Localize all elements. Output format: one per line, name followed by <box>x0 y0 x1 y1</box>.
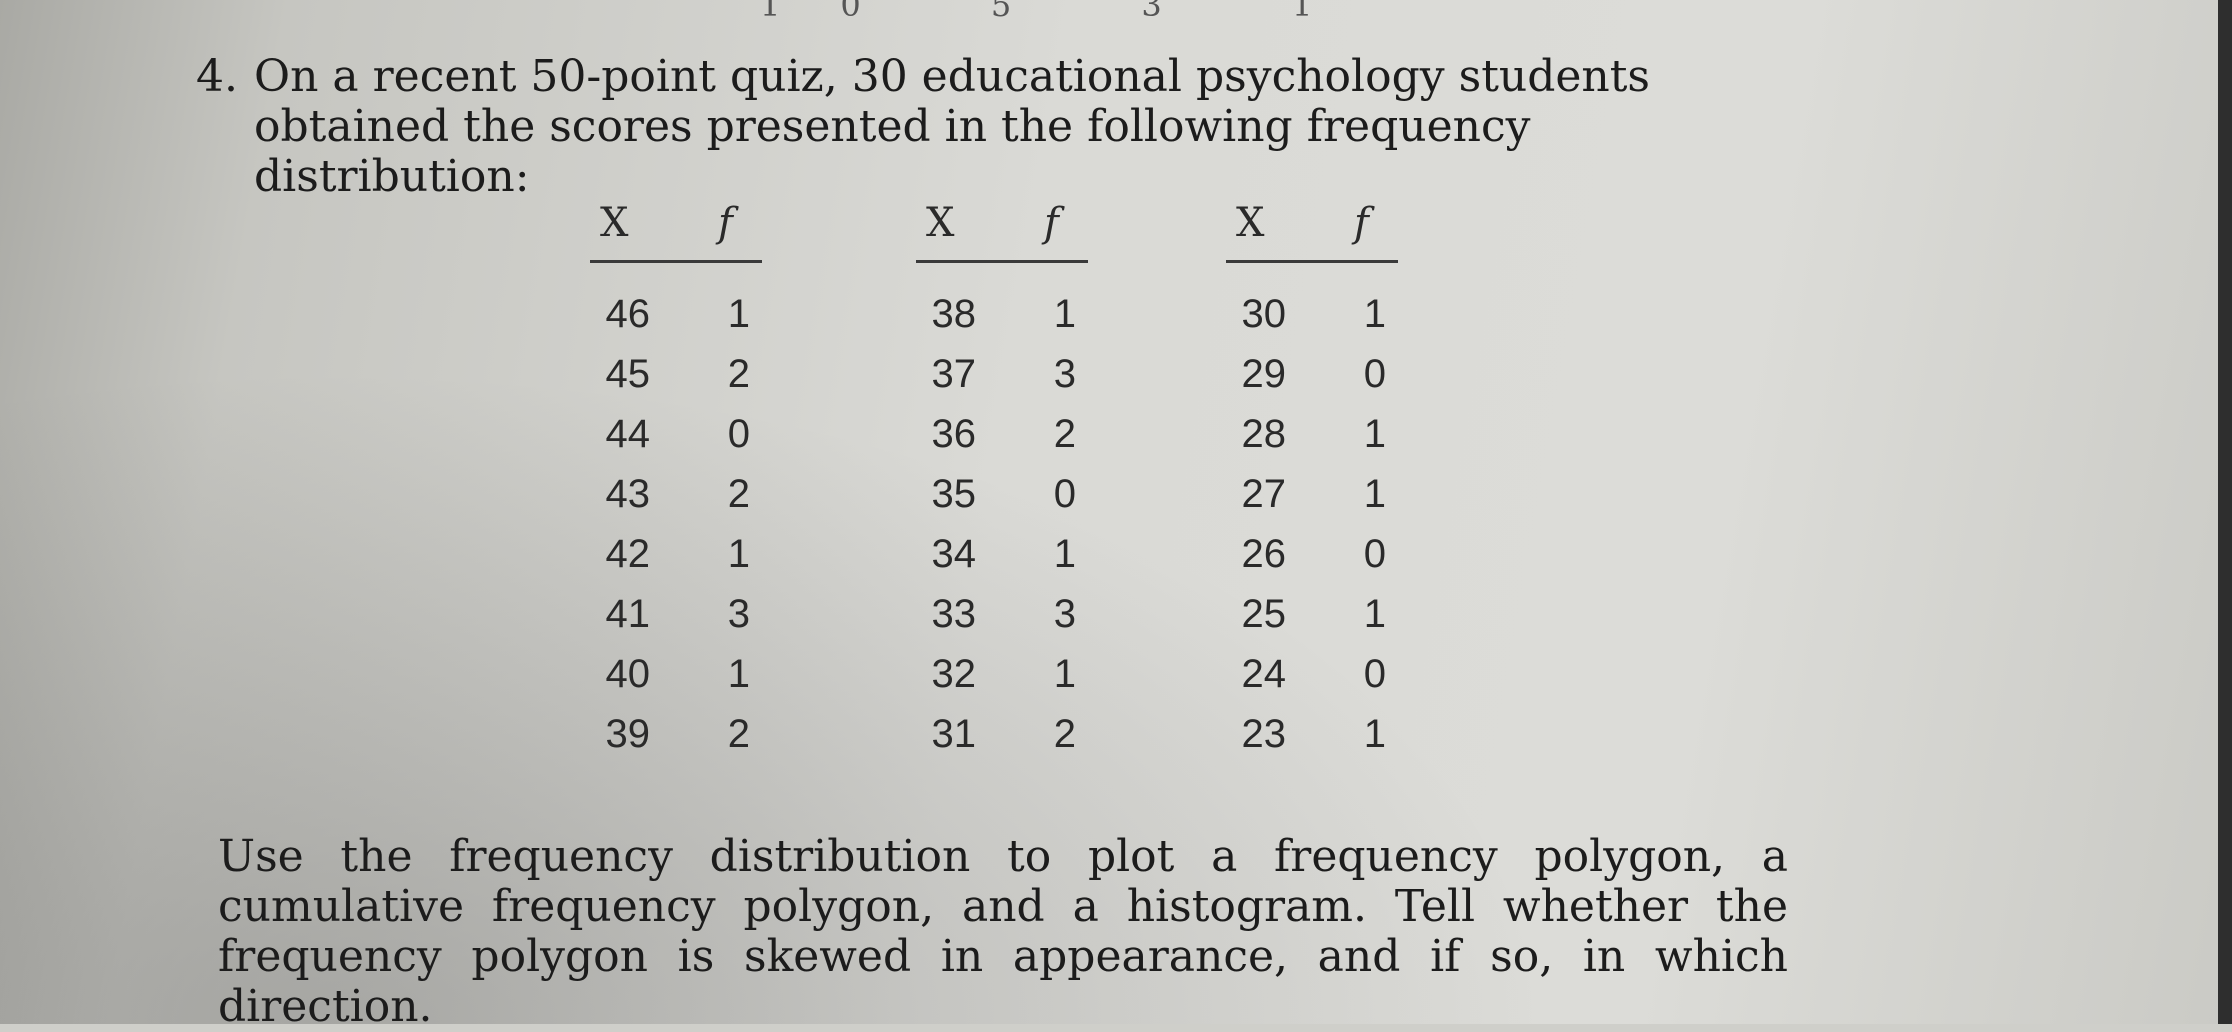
table-row: 45 2 <box>590 352 762 412</box>
frequency-cell: 0 <box>1053 472 1076 516</box>
page-edge <box>2218 0 2232 1024</box>
score-cell: 24 <box>1241 652 1287 696</box>
header-f: f <box>1354 200 1369 246</box>
frequency-cell: 1 <box>727 652 750 696</box>
table-row: 29 0 <box>1226 352 1398 412</box>
frequency-cell: 2 <box>1053 712 1076 756</box>
table-row: 32 1 <box>916 652 1088 712</box>
problem-text: On a recent 50-point quiz, 30 educationa… <box>254 51 1651 202</box>
score-cell: 28 <box>1241 412 1287 456</box>
frequency-cell: 0 <box>1363 352 1386 396</box>
score-cell: 44 <box>605 412 651 456</box>
score-cell: 38 <box>931 292 977 336</box>
frequency-cell: 1 <box>727 532 750 576</box>
frequency-cell: 1 <box>727 292 750 336</box>
frequency-cell: 0 <box>1363 532 1386 576</box>
table-row: 40 1 <box>590 652 762 712</box>
frequency-cell: 2 <box>727 472 750 516</box>
frequency-cell: 1 <box>1363 592 1386 636</box>
table-header: X f <box>590 200 762 263</box>
table-row: 42 1 <box>590 532 762 592</box>
table-row: 41 3 <box>590 592 762 652</box>
score-cell: 43 <box>605 472 651 516</box>
frequency-cell: 1 <box>1363 472 1386 516</box>
score-cell: 46 <box>605 292 651 336</box>
score-cell: 31 <box>931 712 977 756</box>
header-x: X <box>1236 200 1265 246</box>
score-cell: 32 <box>931 652 977 696</box>
score-cell: 34 <box>931 532 977 576</box>
score-cell: 39 <box>605 712 651 756</box>
table-row: 34 1 <box>916 532 1088 592</box>
instructions-text: Use the frequency distribution to plot a… <box>218 831 1788 1032</box>
score-cell: 25 <box>1241 592 1287 636</box>
table-row: 30 1 <box>1226 292 1398 352</box>
score-cell: 33 <box>931 592 977 636</box>
table-row: 39 2 <box>590 712 762 772</box>
table-row: 37 3 <box>916 352 1088 412</box>
score-cell: 26 <box>1241 532 1287 576</box>
problem-number: 4. <box>196 51 238 102</box>
frequency-cell: 2 <box>727 712 750 756</box>
frequency-cell: 1 <box>1053 292 1076 336</box>
score-cell: 27 <box>1241 472 1287 516</box>
frequency-cell: 3 <box>1053 592 1076 636</box>
table-row: 38 1 <box>916 292 1088 352</box>
frequency-cell: 0 <box>727 412 750 456</box>
score-cell: 29 <box>1241 352 1287 396</box>
frequency-cell: 2 <box>1053 412 1076 456</box>
frequency-cell: 1 <box>1053 532 1076 576</box>
frequency-cell: 1 <box>1053 652 1076 696</box>
score-cell: 37 <box>931 352 977 396</box>
frequency-cell: 1 <box>1363 292 1386 336</box>
score-cell: 45 <box>605 352 651 396</box>
header-x: X <box>926 200 955 246</box>
score-cell: 23 <box>1241 712 1287 756</box>
table-header: X f <box>1226 200 1398 263</box>
table-row: 24 0 <box>1226 652 1398 712</box>
score-cell: 41 <box>605 592 651 636</box>
cropped-top-text: 10 5 3 1 <box>760 0 1373 24</box>
table-header: X f <box>916 200 1088 263</box>
score-cell: 42 <box>605 532 651 576</box>
table-row: 31 2 <box>916 712 1088 772</box>
header-f: f <box>1044 200 1059 246</box>
table-row: 46 1 <box>590 292 762 352</box>
score-cell: 35 <box>931 472 977 516</box>
frequency-cell: 1 <box>1363 412 1386 456</box>
frequency-cell: 3 <box>1053 352 1076 396</box>
table-row: 26 0 <box>1226 532 1398 592</box>
table-row: 44 0 <box>590 412 762 472</box>
table-row: 25 1 <box>1226 592 1398 652</box>
score-cell: 36 <box>931 412 977 456</box>
table-row: 23 1 <box>1226 712 1398 772</box>
table-row: 33 3 <box>916 592 1088 652</box>
score-cell: 30 <box>1241 292 1287 336</box>
table-row: 27 1 <box>1226 472 1398 532</box>
frequency-cell: 3 <box>727 592 750 636</box>
table-row: 36 2 <box>916 412 1088 472</box>
table-row: 28 1 <box>1226 412 1398 472</box>
header-f: f <box>718 200 733 246</box>
frequency-cell: 1 <box>1363 712 1386 756</box>
header-x: X <box>600 200 629 246</box>
table-row: 35 0 <box>916 472 1088 532</box>
table-row: 43 2 <box>590 472 762 532</box>
frequency-cell: 2 <box>727 352 750 396</box>
frequency-cell: 0 <box>1363 652 1386 696</box>
score-cell: 40 <box>605 652 651 696</box>
